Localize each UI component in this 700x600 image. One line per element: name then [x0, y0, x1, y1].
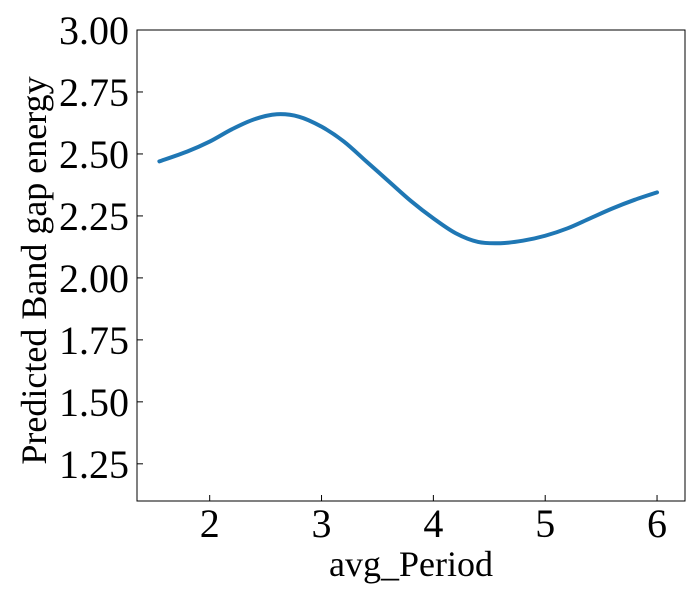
y-tick-label: 2.00 — [59, 256, 129, 301]
series-line — [157, 112, 660, 246]
y-tick-label: 1.25 — [59, 442, 129, 487]
plot-area-frame — [136, 29, 686, 502]
y-tick-label: 2.50 — [59, 132, 129, 177]
y-tick-label: 1.75 — [59, 318, 129, 363]
x-axis-ticks: 2 3 4 5 6 — [200, 495, 667, 546]
x-tick-label: 2 — [200, 501, 220, 546]
x-tick-label: 6 — [647, 501, 667, 546]
x-axis-label: avg_Period — [329, 544, 493, 584]
series-layer — [157, 112, 660, 246]
y-axis-label: Predicted Band gap energy — [14, 76, 54, 464]
y-axis-ticks: 1.25 1.50 1.75 2.00 2.25 2.50 2.75 3.00 — [59, 8, 143, 487]
x-tick-label: 3 — [312, 501, 332, 546]
y-tick-label: 2.75 — [59, 70, 129, 115]
y-tick-label: 1.50 — [59, 380, 129, 425]
y-tick-label: 3.00 — [59, 8, 129, 53]
x-tick-label: 4 — [423, 501, 443, 546]
y-tick-label: 2.25 — [59, 194, 129, 239]
x-tick-label: 5 — [535, 501, 555, 546]
